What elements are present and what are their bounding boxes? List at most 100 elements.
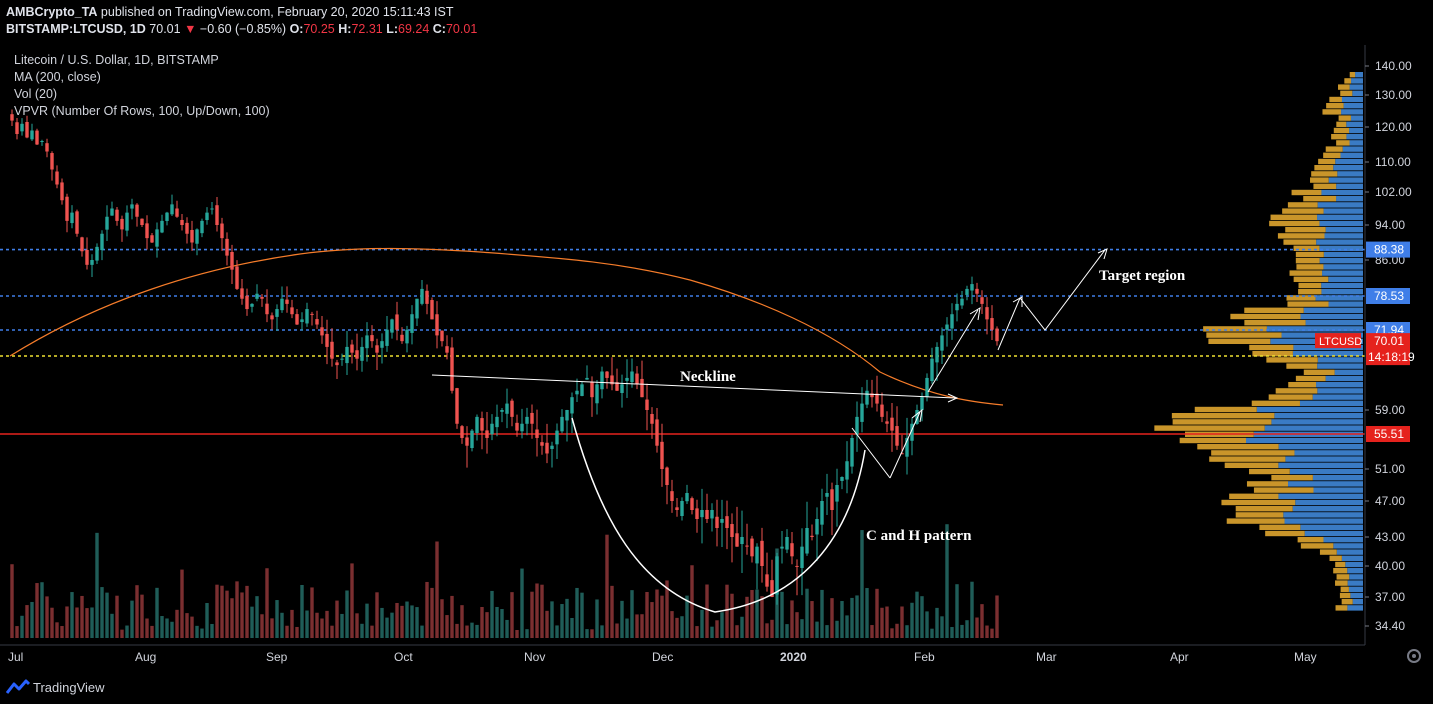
candle-body [260,296,264,299]
last-price-label: 70.01 [1374,334,1404,348]
volume-bar [960,624,964,638]
level-badge-55.51 [1366,426,1410,442]
vp-up-bar [1352,599,1363,605]
vp-up-bar [1303,307,1363,313]
candle-body [105,216,109,230]
neckline-line [431,374,956,399]
y-tick-label: 120.00 [1375,120,1412,134]
x-tick-label: Jul [8,650,23,664]
vp-down-bar [1253,487,1314,493]
candle-body [855,416,859,435]
candle-body [635,373,639,385]
candle-body [695,508,699,519]
low-label: L: [386,22,399,36]
volume-bar [920,596,924,638]
gear-icon[interactable] [1403,645,1425,667]
tradingview-logo-icon[interactable] [5,678,31,701]
candle-body [65,196,69,221]
vp-up-bar [1319,245,1363,251]
vp-up-bar [1294,450,1363,456]
vp-up-bar [1337,171,1363,177]
vp-down-bar [1300,543,1334,549]
candle-body [55,171,59,185]
volume-bar [545,610,549,638]
legend-vol[interactable]: Vol (20) [14,87,58,101]
candle-body [690,498,694,510]
volume-bar [830,598,834,638]
volume-bar [495,606,499,638]
vp-up-bar [1328,177,1363,183]
legend-vpvr[interactable]: VPVR (Number Of Rows, 100, Up/Down, 100) [14,104,270,118]
volume-bar [470,622,474,638]
volume-bar [780,591,784,638]
legend-ma[interactable]: MA (200, close) [14,70,101,84]
volume-bar [520,568,524,638]
vp-down-bar [1285,227,1326,233]
y-tick-label: 37.00 [1375,590,1405,604]
candle-body [680,501,684,517]
volume-bar [480,606,484,638]
volume-bar [385,617,389,638]
vp-down-bar [1271,475,1313,481]
y-tick-label: 102.00 [1375,185,1412,199]
candles [10,109,999,605]
vp-down-bar [1246,481,1289,487]
volume-bar [755,589,759,638]
handle-arrow-up [889,408,923,479]
vp-down-bar [1295,258,1320,264]
vp-up-bar [1336,549,1363,555]
volume-bar [975,617,979,638]
candle-body [940,335,944,351]
publisher-name[interactable]: AMBCrypto_TA [6,5,98,19]
footer: TradingView [0,672,1433,704]
volume-bar [790,600,794,638]
volume-bar [880,607,884,638]
volume-bar [225,590,229,638]
volume-bar [410,605,414,638]
candle-body [595,384,599,404]
volume-bar [925,611,929,638]
volume-bar [535,583,539,638]
y-tick-label: 130.00 [1375,88,1412,102]
candle-body [310,313,314,315]
vp-down-bar [1293,276,1329,282]
candle-body [820,501,824,525]
volume-bar [105,592,109,638]
volume-bar [445,615,449,638]
vp-up-bar [1299,400,1363,406]
volume-bar [10,564,14,638]
target-path [997,248,1108,351]
vp-up-bar [1341,96,1363,103]
candle-body [980,297,984,304]
volume-bar [645,591,649,638]
candle-body [100,233,104,251]
vp-down-bar [1230,313,1301,320]
volume-bar [150,625,154,638]
volume-bar [400,605,404,638]
volume-bar [125,625,129,638]
legend-title[interactable]: Litecoin / U.S. Dollar, 1D, BITSTAMP [14,53,219,67]
level-badge-88.38 [1366,241,1410,258]
volume-bar [460,605,464,638]
candle-body [930,358,934,382]
candle-body [520,423,524,432]
tradingview-brand[interactable]: TradingView [33,680,105,695]
vp-up-bar [1283,512,1363,518]
volume-bar [530,591,534,638]
candle-body [770,580,774,597]
candle-body [435,314,439,336]
volume-bar [840,601,844,638]
candle-body [440,330,444,342]
vp-down-bar [1235,506,1293,512]
volume-bar [955,584,959,638]
vp-down-bar [1203,326,1267,332]
vp-down-bar [1314,165,1334,171]
vp-up-bar [1321,189,1363,196]
vp-up-bar [1278,444,1363,450]
vp-down-bar [1335,605,1348,611]
vp-down-bar [1326,103,1344,109]
breakout-arrow [927,307,981,393]
volume-bar [515,629,519,638]
symbol-badge [1315,333,1361,349]
